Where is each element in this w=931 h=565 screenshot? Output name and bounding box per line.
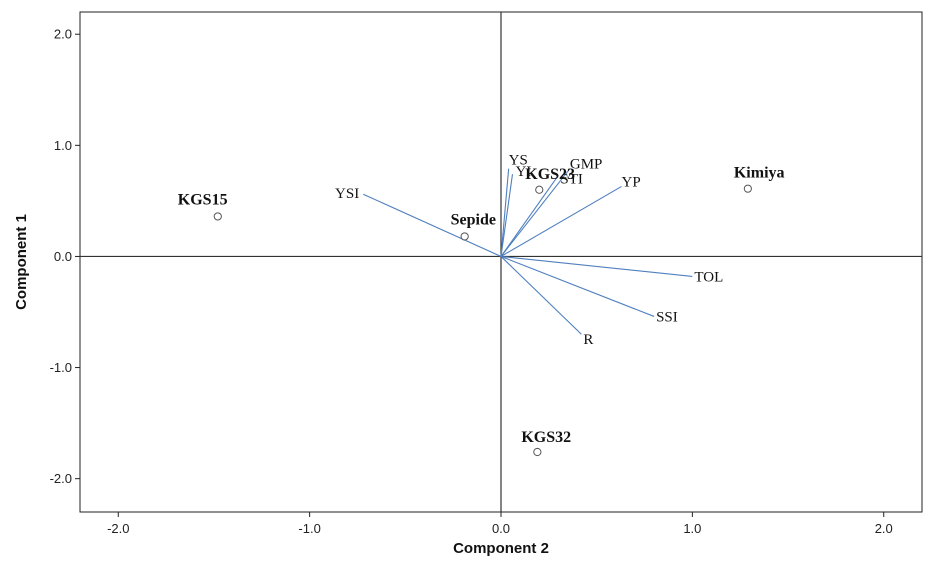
vector-ssi (500, 255, 655, 317)
point-label-sepide: Sepide (451, 211, 496, 228)
vector-gmp (500, 168, 571, 257)
x-tick-label: -2.0 (107, 521, 129, 536)
vector-yp (500, 185, 622, 257)
y-tick-label: -1.0 (50, 360, 72, 375)
point-kgs15 (213, 212, 222, 221)
point-kgs32 (533, 447, 542, 457)
point-kgs23 (535, 185, 544, 194)
vector-label-ssi: SSI (656, 309, 678, 325)
x-axis-title: Component 2 (453, 540, 549, 557)
vector-label-r: R (583, 332, 593, 348)
y-tick-label: 1.0 (54, 138, 72, 153)
y-tick-label: -2.0 (50, 471, 72, 486)
vector-ys (500, 168, 510, 257)
vector-yi (500, 174, 514, 257)
vector-label-yp: YP (622, 174, 641, 190)
point-label-kgs23: KGS23 (525, 166, 575, 183)
vector-label-yi: YI (515, 164, 531, 180)
vector-sti (500, 175, 559, 257)
point-kimiya (743, 184, 752, 193)
vector-label-tol: TOL (694, 269, 723, 285)
y-tick-label: 0.0 (54, 249, 72, 264)
x-tick-label: 0.0 (492, 521, 510, 536)
point-label-kimiya: Kimiya (734, 165, 785, 182)
y-tick-label: 2.0 (54, 27, 72, 42)
x-tick-label: -1.0 (298, 521, 320, 536)
vector-tol (500, 255, 693, 277)
point-label-kgs15: KGS15 (178, 191, 228, 208)
vector-r (500, 256, 582, 335)
point-label-kgs32: KGS32 (521, 429, 571, 446)
x-tick-label: 2.0 (875, 521, 893, 536)
vector-ysi (362, 193, 502, 257)
point-sepide (460, 232, 469, 241)
vector-label-gmp: GMP (570, 157, 603, 173)
y-axis-title: Component 1 (13, 214, 30, 310)
vector-label-ysi: YSI (335, 186, 359, 202)
x-tick-label: 1.0 (683, 521, 701, 536)
vector-label-ys: YS (509, 153, 528, 169)
vector-label-sti: STI (560, 171, 583, 187)
